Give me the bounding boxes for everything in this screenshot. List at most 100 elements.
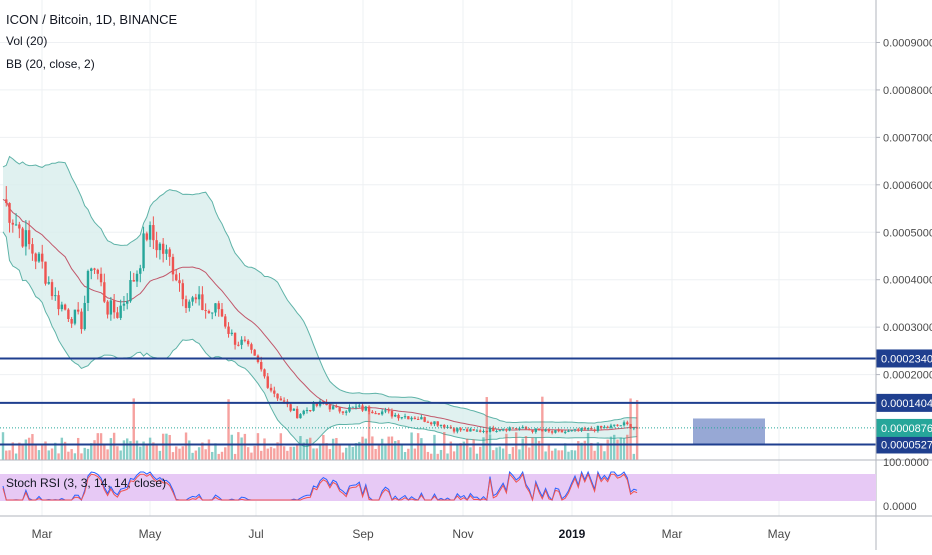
volume-bar [531, 437, 534, 460]
candle-body [514, 428, 518, 430]
candle-body [619, 425, 622, 427]
candle-body [188, 301, 191, 308]
candle-body [207, 310, 211, 313]
candle-body [580, 428, 583, 431]
candle-body [63, 304, 67, 310]
volume-bar [168, 434, 171, 460]
volume-bar [541, 396, 544, 460]
volume-bar [227, 399, 230, 460]
volume-bar [305, 439, 309, 460]
volume-bar [609, 436, 613, 460]
volume-bar [250, 452, 253, 460]
volume-bar [41, 444, 44, 460]
volume-bar [142, 441, 145, 460]
volume-bar [629, 398, 632, 460]
volume-bar [129, 441, 132, 460]
candle-body [573, 429, 577, 431]
volume-bar [472, 439, 475, 460]
price-axis-label: 0.0004000 [883, 275, 932, 287]
volume-bar [165, 433, 168, 460]
volume-bar [60, 437, 64, 460]
candle-body [132, 280, 135, 282]
volume-bar [335, 437, 338, 460]
volume-bar [436, 453, 439, 460]
volume-bar [126, 438, 129, 460]
target-zone-box[interactable] [693, 418, 765, 445]
volume-bar [161, 433, 165, 460]
bollinger-basis-line [2, 198, 638, 431]
volume-bar [5, 450, 8, 460]
candle-body [152, 225, 155, 241]
candle-body [14, 224, 18, 226]
volume-bar [276, 442, 279, 460]
candle-body [469, 429, 472, 432]
volume-bar [197, 447, 201, 460]
bollinger-upper-band [2, 155, 638, 424]
candle-body [492, 427, 495, 432]
candle-body [273, 390, 276, 394]
candle-body [436, 421, 439, 426]
candle-body [488, 427, 492, 432]
volume-bar [416, 433, 420, 460]
volume-bar [449, 441, 453, 460]
candle-body [583, 428, 587, 430]
volume-bar [462, 441, 466, 460]
stoch-rsi-d-line [2, 472, 638, 502]
candle-body [112, 300, 116, 313]
candle-body [495, 431, 498, 433]
candle-body [371, 411, 374, 414]
candle-body [384, 410, 387, 412]
candle-body [227, 326, 230, 334]
volume-bar [358, 441, 361, 460]
volume-bar [338, 444, 341, 460]
volume-bar [348, 444, 351, 460]
candle-body [622, 422, 626, 426]
volume-bar [315, 448, 318, 460]
candle-body [459, 428, 462, 431]
volume-bar [511, 447, 515, 460]
volume-bar [109, 438, 113, 460]
candle-body [8, 203, 11, 223]
volume-bar [505, 433, 508, 460]
volume-bar [224, 447, 227, 460]
candle-body [550, 431, 554, 433]
candle-body [626, 422, 629, 425]
volume-bar [577, 441, 580, 460]
price-axis-label: 0.0002000 [883, 370, 932, 382]
price-axis-label: 0.0003000 [883, 322, 932, 334]
volume-bar [246, 447, 250, 460]
volume-bar [429, 453, 433, 460]
volume-bar [112, 432, 116, 460]
candle-body [246, 340, 250, 345]
volume-bar [482, 437, 485, 460]
bollinger-bands-label: BB (20, close, 2) [6, 57, 95, 71]
candle-body [616, 424, 619, 426]
candle-body [126, 301, 129, 304]
candle-body [279, 398, 283, 401]
volume-bar [132, 398, 135, 460]
volume-bar [433, 434, 436, 460]
volume-bar [80, 453, 83, 460]
volume-bar [119, 450, 122, 460]
volume-bar [537, 440, 541, 460]
candle-body [73, 309, 77, 324]
level-price-label: 0.0000527 [881, 439, 932, 451]
volume-bar [613, 434, 616, 460]
price-axis-label: 0.0008000 [883, 85, 932, 97]
volume-bar [557, 450, 560, 460]
candle-body [37, 253, 41, 262]
volume-bar [616, 439, 619, 460]
volume-bar [488, 434, 492, 460]
candle-body [603, 426, 606, 428]
candle-body [18, 224, 21, 229]
candle-body [335, 406, 338, 408]
volume-bar [413, 448, 417, 460]
volume-bar [590, 442, 593, 460]
candle-body [606, 426, 609, 428]
volume-bar [501, 448, 505, 460]
candle-body [142, 233, 145, 269]
volume-bar [11, 442, 15, 460]
candle-body [11, 222, 15, 225]
